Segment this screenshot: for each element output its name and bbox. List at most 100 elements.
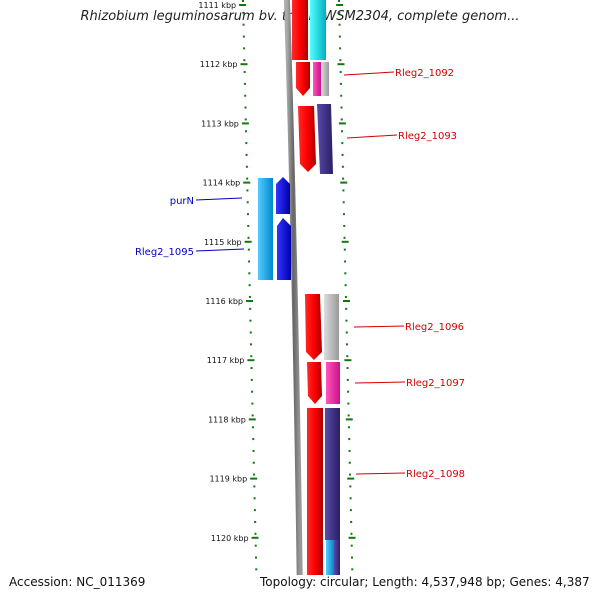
ruler-dot	[341, 240, 349, 243]
ruler-dot	[350, 520, 353, 523]
gene-label[interactable]: Rleg2_1097	[406, 378, 465, 389]
ruler-dot	[249, 307, 252, 310]
ruler-dot	[343, 236, 346, 239]
gene-label[interactable]: Rleg2_1092	[395, 68, 454, 79]
ruler-dot	[253, 485, 256, 488]
gene-feature	[276, 177, 290, 214]
gene-feature	[325, 408, 340, 540]
ruler-dot	[242, 0, 244, 2]
gene-feature	[326, 540, 334, 575]
ruler-dot	[346, 378, 349, 381]
tick-label: 1115 kbp	[204, 238, 242, 247]
ruler-dot	[242, 23, 245, 26]
ruler-dot	[344, 260, 347, 263]
ruler-dot	[343, 300, 351, 302]
ruler-dot	[242, 11, 245, 14]
ruler-dot	[254, 532, 257, 535]
ruler-dot	[252, 449, 255, 452]
gene-feature	[334, 540, 340, 575]
ruler-dot	[347, 402, 350, 405]
genome-map: Rleg2_1092 Rleg2_1093 purN Rleg2_1095 Rl…	[135, 0, 465, 575]
ruler-dot	[244, 118, 247, 121]
ruler-dot	[251, 414, 254, 417]
ruler-dot	[253, 473, 256, 476]
ruler-dot	[340, 118, 343, 121]
ruler-dot	[349, 485, 352, 488]
gene-label[interactable]: Rleg2_1093	[398, 131, 457, 142]
leader-line	[346, 134, 398, 139]
ruler-dot	[242, 35, 245, 38]
gene-label[interactable]: purN	[170, 196, 194, 207]
ruler-dot	[243, 181, 251, 184]
ruler-dot	[348, 461, 351, 464]
tick-label: 1118 kbp	[208, 415, 246, 424]
ruler-dot	[343, 224, 346, 227]
leader-line	[355, 472, 406, 475]
ruler-dot	[246, 300, 254, 302]
gene-labels: Rleg2_1092 Rleg2_1093 purN Rleg2_1095 Rl…	[135, 68, 465, 480]
ruler-dot	[344, 359, 352, 362]
gene-label[interactable]: Rleg2_1095	[135, 247, 194, 258]
ruler-dot	[254, 520, 257, 523]
accession-text: Accession: NC_011369	[9, 575, 146, 589]
ruler-dot	[248, 260, 251, 263]
ruler-dot	[346, 343, 349, 346]
ruler-dot	[344, 296, 347, 298]
ruler-dot	[251, 536, 259, 539]
ruler-dot	[248, 284, 251, 287]
ruler-dot	[349, 497, 352, 500]
ruler-dot	[247, 359, 255, 362]
gene-feature	[326, 362, 340, 404]
ruler-dot	[345, 331, 348, 334]
ruler-dot	[244, 94, 247, 97]
ruler-dot	[349, 473, 352, 476]
ruler-dot	[253, 497, 256, 500]
ruler-dot	[243, 71, 246, 74]
forward-features	[292, 0, 340, 575]
ruler-dot	[346, 367, 349, 370]
gene-feature	[321, 62, 329, 96]
tick-label: 1117 kbp	[207, 356, 245, 365]
ruler-dot	[350, 532, 353, 535]
gene-label[interactable]: Rleg2_1096	[405, 322, 464, 333]
gene-feature	[296, 62, 310, 96]
ruler-dot	[254, 556, 257, 559]
ruler-dot	[350, 544, 353, 547]
ruler-dot	[336, 4, 344, 6]
ruler-dot	[347, 414, 350, 417]
ruler-dot	[245, 165, 248, 168]
ruler-dot	[340, 181, 348, 184]
ruler-dot	[240, 63, 248, 66]
leader-line	[195, 197, 243, 201]
ruler-dot	[345, 418, 353, 421]
ruler-dot	[348, 536, 356, 539]
ruler-dot	[339, 82, 342, 85]
ruler-dot	[338, 35, 341, 38]
ruler-dot	[251, 402, 254, 405]
ruler-dot	[252, 461, 255, 464]
ruler-dot	[342, 213, 345, 216]
leader-line	[195, 248, 245, 252]
tick-label: 1116 kbp	[205, 297, 243, 306]
ruler-dot	[340, 94, 343, 97]
ruler-dot	[245, 142, 248, 145]
ruler-dot	[239, 4, 247, 6]
gene-feature	[305, 294, 322, 360]
tick-label: 1114 kbp	[203, 179, 241, 188]
ruler-dot	[341, 130, 344, 133]
ruler-dot	[341, 142, 344, 145]
gene-feature	[307, 362, 322, 404]
gene-feature	[258, 178, 273, 280]
ruler-dot	[246, 213, 249, 216]
ruler-dot	[243, 59, 246, 62]
ruler-dot	[338, 122, 346, 125]
reverse-features	[258, 177, 291, 280]
ruler-dot	[250, 477, 258, 480]
tick-labels: 1111 kbp 1112 kbp 1113 kbp 1114 kbp 1115 kbp…	[198, 1, 248, 543]
gene-label[interactable]: Rleg2_1098	[406, 469, 465, 480]
ruler-dot	[248, 418, 256, 421]
ruler-dot	[249, 331, 252, 334]
ruler-dot	[347, 390, 350, 393]
ruler-dot	[343, 248, 346, 251]
ruler-dot	[345, 307, 348, 310]
